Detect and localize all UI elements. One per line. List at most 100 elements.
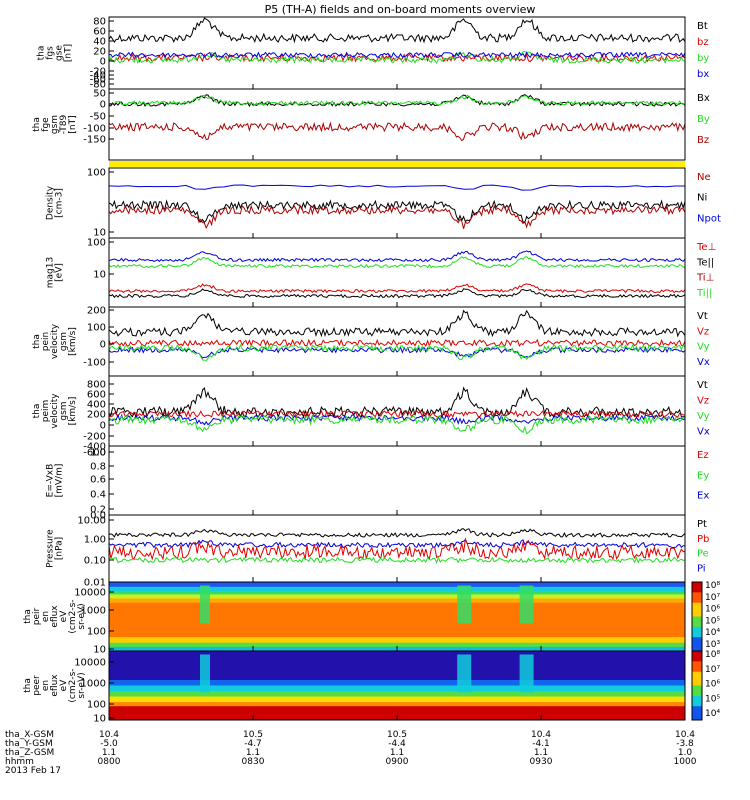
y-axis-label: eV	[59, 610, 69, 623]
footer-row-label: 2013 Feb 17	[5, 766, 61, 776]
colorbar-label: 10⁸	[705, 581, 720, 591]
y-tick-label: -200	[83, 432, 106, 443]
series-ne	[108, 204, 686, 230]
y-axis-label: sr-eV)	[77, 672, 87, 698]
spectrogram-band	[109, 602, 685, 638]
legend-entry: Bt	[697, 21, 708, 32]
y-tick-label: 0.6	[90, 475, 106, 486]
spectrogram-event	[519, 585, 534, 624]
colorbar-label: 10⁴	[705, 709, 720, 719]
y-axis-label: eflux	[50, 674, 60, 697]
y-tick-label: -20	[90, 67, 106, 78]
legend-entry: Vx	[697, 357, 710, 368]
colorbar-frame	[691, 650, 703, 721]
y-axis-label: eV	[59, 679, 69, 692]
y-axis-label: [nT]	[64, 44, 74, 62]
y-tick-label: -60	[90, 75, 106, 86]
spectrogram-band	[109, 586, 685, 592]
series-bt	[108, 17, 686, 44]
y-tick-label: 60	[93, 27, 106, 38]
footer-value: 0830	[242, 757, 265, 767]
colorbar-segment	[692, 637, 702, 652]
y-axis-label: [km/s]	[68, 327, 78, 356]
y-axis-label: [km/s]	[68, 397, 78, 426]
y-axis-label: tha	[32, 117, 42, 132]
footer-value: 10.5	[387, 730, 407, 740]
colorbar-segment	[692, 661, 702, 673]
series-vz-peim	[108, 409, 686, 419]
y-axis-label: Density	[46, 185, 56, 220]
legend-entry: Vy	[697, 342, 710, 353]
legend-entry: Ez	[697, 450, 709, 461]
y-axis-label: gsm	[50, 115, 60, 134]
colorbar-segment	[692, 626, 702, 638]
footer-value: 1.1	[246, 748, 260, 758]
footer-value: 10.4	[675, 730, 695, 740]
footer-value: -5.0	[100, 739, 118, 749]
spectrogram-event	[457, 585, 472, 624]
y-axis-label: sr-eV)	[77, 603, 87, 629]
y-axis-label: (cm2-s-	[68, 668, 78, 702]
y-tick-label: 0.4	[90, 490, 106, 501]
y-tick-label: -150	[83, 135, 106, 146]
y-tick-label: 0.0	[90, 511, 106, 522]
legend-entry: Pb	[697, 534, 709, 545]
series-pb	[108, 537, 686, 561]
colorbar-segment	[692, 706, 702, 721]
legend-entry: Bx	[697, 93, 710, 104]
footer-value: 0900	[386, 757, 409, 767]
y-axis-label: fgs	[46, 46, 56, 60]
legend-entry: Ti⊥	[696, 273, 714, 284]
y-tick-label: -50	[90, 112, 106, 123]
y-axis-label: pein	[41, 332, 51, 351]
legend-entry: Pt	[697, 519, 707, 530]
y-tick-label: 50	[93, 89, 106, 100]
y-tick-label: 10	[93, 714, 106, 725]
legend-entry: Vy	[697, 411, 710, 422]
y-tick-label: 0.01	[84, 578, 106, 589]
spectrogram-band	[109, 651, 685, 681]
y-tick-label: 10	[93, 228, 106, 239]
spectrogram-band	[109, 702, 685, 707]
y-axis-label: [cm-3]	[55, 188, 65, 218]
spectrogram-event	[519, 654, 534, 693]
y-tick-label: 800	[87, 380, 106, 391]
colorbar-segment	[692, 685, 702, 697]
spectrogram-band	[109, 685, 685, 692]
colorbar-segment	[692, 582, 702, 593]
series-vx-peim	[108, 413, 686, 426]
y-tick-label: 0	[100, 421, 106, 432]
y-axis-label: peir	[32, 607, 42, 625]
series-ti-par	[108, 256, 686, 269]
y-axis-label: tha	[37, 46, 47, 61]
colorbar-segment	[692, 695, 702, 707]
y-axis-label: [eV]	[55, 263, 65, 282]
legend-entry: By	[697, 114, 710, 125]
series-bx	[108, 51, 686, 59]
y-tick-label: 600	[87, 390, 106, 401]
y-tick-label: 1000	[81, 606, 106, 617]
y-tick-label: 10000	[74, 658, 106, 669]
footer-value: 1000	[674, 757, 697, 767]
y-tick-label: 20	[93, 47, 106, 58]
colorbar-segment	[692, 671, 702, 686]
y-tick-label: 0	[100, 340, 106, 351]
y-tick-label: 80	[93, 17, 106, 28]
footer-value: 10.4	[531, 730, 551, 740]
y-tick-label: -600	[83, 448, 106, 459]
y-tick-label: 10	[93, 645, 106, 656]
footer-value: -3.8	[676, 739, 694, 749]
legend-entry: bz	[697, 37, 709, 48]
y-tick-label: 1000	[81, 679, 106, 690]
legend-entry: Vz	[697, 326, 709, 337]
colorbar-label: 10⁵	[705, 616, 720, 626]
series-vy-peim	[108, 414, 686, 435]
footer-value: -4.7	[244, 739, 262, 749]
y-axis-label: (cm2-s-	[68, 599, 78, 633]
y-axis-label: peim	[41, 400, 51, 423]
series-bz	[108, 121, 686, 142]
y-axis-label: mag13	[46, 257, 56, 288]
